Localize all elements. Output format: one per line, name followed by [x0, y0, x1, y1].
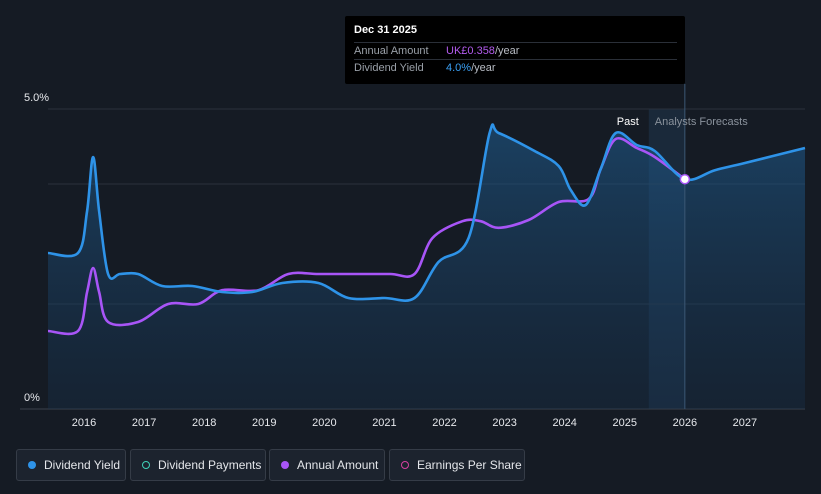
- x-tick-label: 2023: [492, 417, 516, 429]
- legend-earnings-per-share-dot: [401, 461, 409, 469]
- tooltip-yield-label: Dividend Yield: [354, 62, 424, 74]
- chart-tooltip: Dec 31 2025 Annual Amount UK£0.358/year D…: [345, 16, 685, 84]
- tooltip-annual-row: Annual Amount UK£0.358/year: [354, 42, 677, 61]
- tooltip-annual-label: Annual Amount: [354, 45, 429, 57]
- dividend-yield-area: [48, 124, 805, 409]
- series-line-dividend-yield: [47, 123, 806, 302]
- x-tick-label: 2020: [312, 417, 336, 429]
- x-tick-label: 2024: [552, 417, 576, 429]
- x-tick-label: 2021: [372, 417, 396, 429]
- x-tick-label: 2017: [132, 417, 156, 429]
- legend-earnings-per-share[interactable]: Earnings Per Share: [389, 449, 525, 481]
- tooltip-annual-unit: /year: [494, 45, 520, 57]
- y-tick-label: 0%: [24, 392, 40, 404]
- legend-earnings-per-share-label: Earnings Per Share: [417, 458, 522, 472]
- x-tick-label: 2018: [192, 417, 216, 429]
- forecast-label: Analysts Forecasts: [655, 116, 748, 128]
- tooltip-yield-value: 4.0%: [446, 62, 472, 74]
- dividend-chart: 5.0% 0% 2016 2017 2018 2019 2020 2021 2022 2023 20…: [20, 84, 806, 429]
- legend-dividend-payments[interactable]: Dividend Payments: [130, 449, 266, 481]
- x-tick-label: 2016: [72, 417, 96, 429]
- tooltip-date: Dec 31 2025: [354, 24, 417, 36]
- legend-annual-amount-label: Annual Amount: [297, 458, 379, 472]
- x-tick-label: 2026: [673, 417, 697, 429]
- y-tick-label: 5.0%: [24, 92, 49, 104]
- tooltip-yield-row: Dividend Yield 4.0%/year: [354, 59, 677, 78]
- tooltip-annual-value: UK£0.358: [446, 45, 495, 57]
- past-label: Past: [617, 116, 639, 128]
- tooltip-yield-unit: /year: [471, 62, 496, 74]
- legend-annual-amount-dot: [281, 461, 289, 469]
- x-tick-label: 2027: [733, 417, 757, 429]
- legend-dividend-yield-dot: [28, 461, 36, 469]
- legend-dividend-payments-label: Dividend Payments: [158, 458, 262, 472]
- legend-annual-amount[interactable]: Annual Amount: [269, 449, 385, 481]
- highlight-point: [679, 173, 691, 185]
- x-tick-label: 2019: [252, 417, 276, 429]
- x-tick-label: 2022: [432, 417, 456, 429]
- x-tick-label: 2025: [613, 417, 637, 429]
- legend-dividend-payments-dot: [142, 461, 150, 469]
- legend-dividend-yield-label: Dividend Yield: [44, 458, 121, 472]
- legend-dividend-yield[interactable]: Dividend Yield: [16, 449, 126, 481]
